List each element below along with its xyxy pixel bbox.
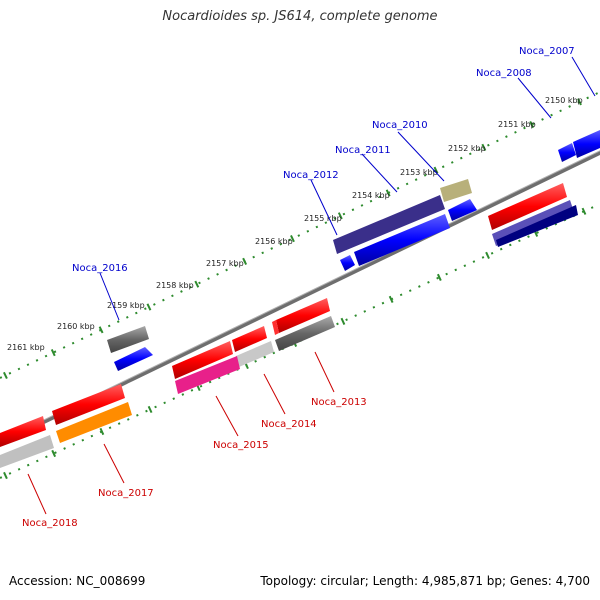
reverse-leader-lines [27, 351, 335, 515]
gene-noca-2012-feature[interactable] [340, 214, 450, 271]
gene-label-noca-2010[interactable]: Noca_2010 [372, 120, 428, 131]
tick-label: 2150 kbp [545, 96, 583, 105]
tick-label: 2153 kbp [400, 168, 438, 177]
tick-mark [242, 257, 248, 265]
gene-features-forward [107, 130, 600, 371]
kbp-axis-labels: 2150 kbp 2151 kbp 2152 kbp 2153 kbp 2154… [7, 96, 583, 352]
tick-label: 2154 kbp [352, 191, 390, 200]
gene-label-noca-2015[interactable]: Noca_2015 [213, 440, 269, 451]
tick-mark [3, 371, 8, 380]
outer-tick-track [0, 91, 600, 379]
tick-mark [577, 98, 582, 106]
tick-mark [433, 166, 439, 174]
tick-mark [337, 212, 343, 220]
gene-label-noca-2012[interactable]: Noca_2012 [283, 170, 339, 181]
tick-label: 2156 kbp [255, 237, 293, 246]
gene-noca-2015-feature[interactable] [172, 341, 240, 394]
tick-mark [194, 280, 200, 288]
tick-mark [3, 471, 8, 480]
gene-noca-2007-feature[interactable] [558, 130, 600, 162]
tick-mark [385, 189, 391, 197]
tick-marks [3, 98, 587, 480]
gene-label-noca-2014[interactable]: Noca_2014 [261, 419, 317, 430]
gene-features-reverse [0, 183, 578, 468]
tick-mark [388, 295, 394, 303]
gene-label-noca-2016[interactable]: Noca_2016 [72, 263, 128, 274]
tick-mark [50, 349, 56, 357]
tick-label: 2151 kbp [498, 120, 536, 129]
tick-mark [99, 427, 105, 436]
tick-mark [98, 326, 104, 334]
tick-label: 2161 kbp [7, 343, 45, 352]
accession-text: Accession: NC_008699 [9, 574, 146, 588]
tick-label: 2157 kbp [206, 259, 244, 268]
tick-mark [290, 234, 295, 243]
gene-label-noca-2013[interactable]: Noca_2013 [311, 397, 367, 408]
gene-label-noca-2011[interactable]: Noca_2011 [335, 145, 391, 156]
tick-mark [51, 449, 57, 458]
gene-noca-2010-feature[interactable] [440, 179, 472, 202]
forward-gene-labels: Noca_2007 Noca_2008 Noca_2010 Noca_2011 … [72, 46, 575, 274]
tick-label: 2160 kbp [57, 322, 95, 331]
tick-mark [485, 251, 490, 259]
gene-label-noca-2008[interactable]: Noca_2008 [476, 68, 532, 79]
gene-reverse-upper-right-feature[interactable] [488, 183, 578, 247]
gene-noca-2013-feature[interactable] [272, 298, 335, 351]
genome-summary-text: Topology: circular; Length: 4,985,871 bp… [260, 574, 590, 588]
tick-label: 2155 kbp [304, 214, 342, 223]
map-title: Nocardioides sp. JS614, complete genome [162, 9, 438, 24]
tick-label: 2159 kbp [107, 301, 145, 310]
gene-noca-2018-feature[interactable] [0, 416, 54, 468]
gene-noca-2017-feature[interactable] [52, 384, 132, 443]
forward-leader-lines [99, 56, 596, 321]
tick-mark [581, 207, 587, 215]
gene-noca-2011-feature[interactable] [333, 195, 477, 254]
gene-label-noca-2017[interactable]: Noca_2017 [98, 488, 154, 499]
gene-label-noca-2018[interactable]: Noca_2018 [22, 518, 78, 529]
tick-mark [340, 317, 346, 325]
gene-noca-2014-feature[interactable] [232, 326, 274, 367]
tick-mark [481, 143, 487, 151]
tick-label: 2158 kbp [156, 281, 194, 290]
tick-label: 2152 kbp [448, 144, 486, 153]
tick-mark [146, 303, 152, 311]
tick-mark [529, 120, 535, 129]
gene-noca-2016-feature[interactable] [107, 326, 153, 371]
reverse-gene-labels: Noca_2013 Noca_2014 Noca_2015 Noca_2017 … [22, 397, 367, 529]
tick-mark [436, 273, 442, 281]
tick-mark [147, 405, 153, 414]
gene-label-noca-2007[interactable]: Noca_2007 [519, 46, 575, 57]
